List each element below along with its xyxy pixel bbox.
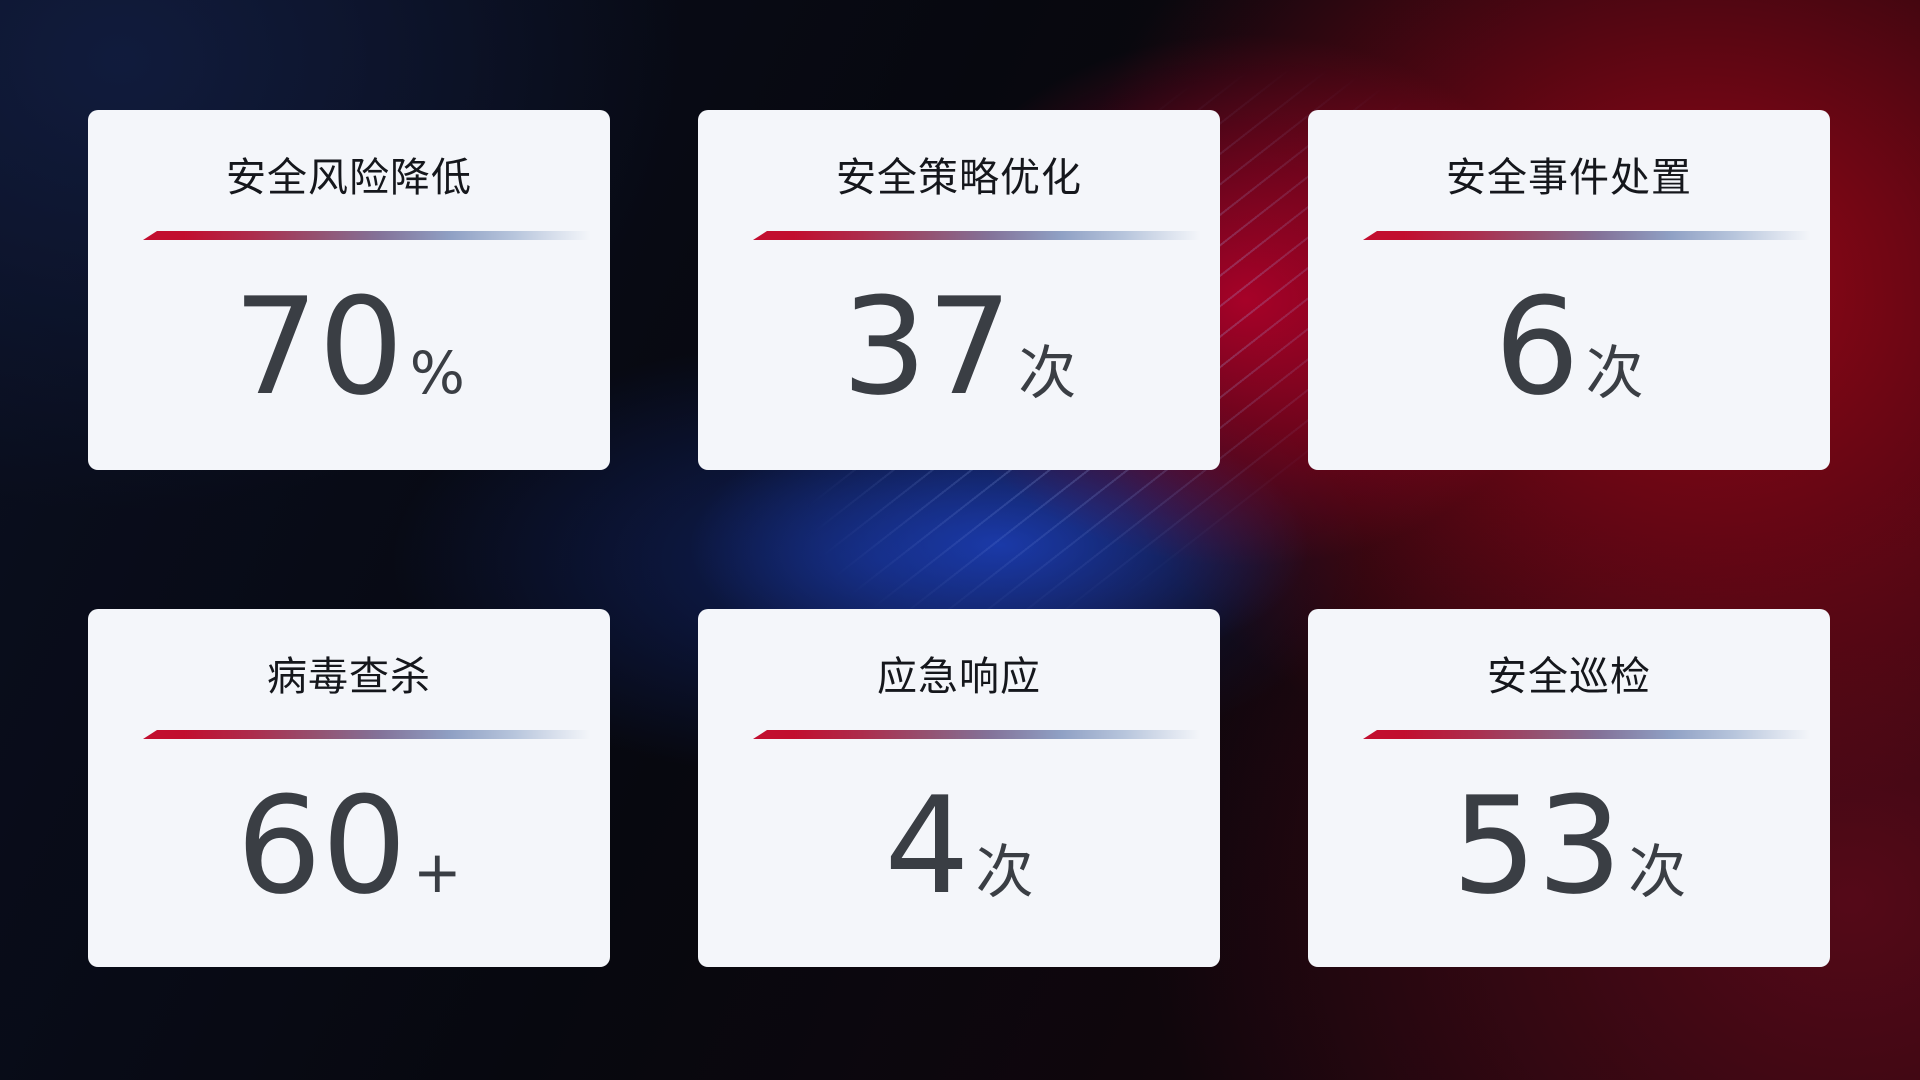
value-number: 70 [233,269,404,425]
card-value-row: 37 次 [698,277,1220,417]
gradient-divider [143,730,595,739]
value-unit: 次 [1628,838,1687,906]
value-number: 53 [1451,768,1623,924]
value-number: 60 [236,768,407,924]
value-unit: 次 [975,838,1034,906]
gradient-divider [143,231,595,240]
stat-card-security-risk-reduction: 安全风险降低 70% [88,110,610,470]
value-unit: 次 [1585,339,1644,407]
card-value-row: 53 次 [1308,776,1830,916]
card-title: 应急响应 [877,655,1041,699]
gradient-divider [753,730,1205,739]
value-number: 4 [884,768,970,924]
value-unit: 次 [1018,339,1077,407]
value-number: 6 [1494,269,1580,425]
card-title: 安全巡检 [1487,655,1651,699]
value-unit: % [409,339,465,407]
card-value-row: 70% [88,277,610,417]
card-title: 安全策略优化 [836,156,1082,200]
stat-card-virus-scan: 病毒查杀 60 + [88,609,610,967]
gradient-divider [1363,231,1815,240]
card-value-row: 60 + [88,776,610,916]
card-title: 病毒查杀 [267,655,431,699]
gradient-divider [753,231,1205,240]
card-title: 安全风险降低 [226,156,472,200]
stat-card-security-inspection: 安全巡检 53 次 [1308,609,1830,967]
value-number: 37 [841,269,1013,425]
value-unit: + [412,838,462,906]
gradient-divider [1363,730,1815,739]
card-title: 安全事件处置 [1446,156,1692,200]
stat-card-policy-optimization: 安全策略优化 37 次 [698,110,1220,470]
